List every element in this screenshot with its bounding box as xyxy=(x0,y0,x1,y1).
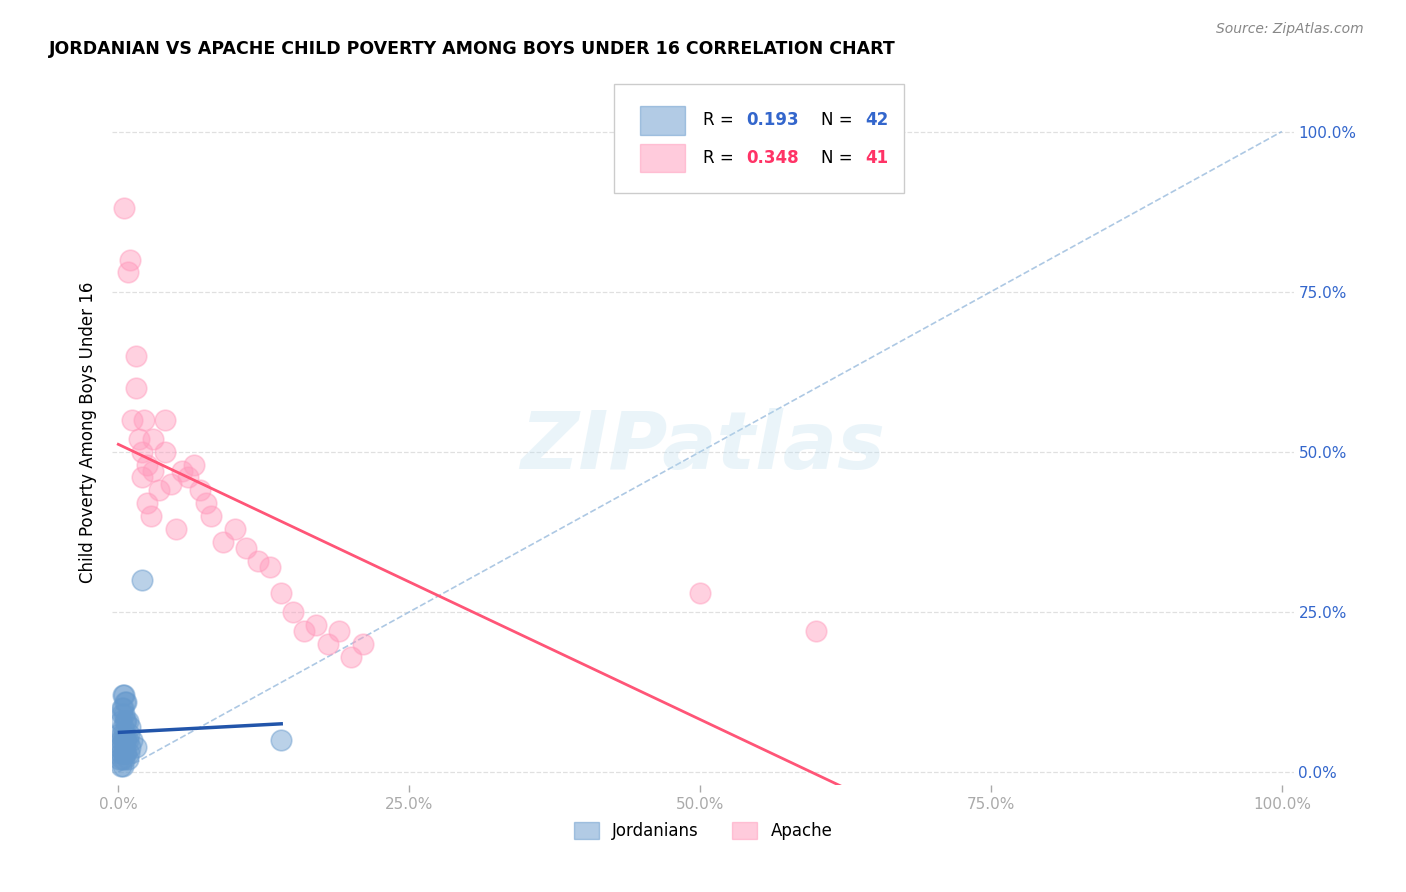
Point xyxy=(166,522,188,536)
Point xyxy=(328,624,350,639)
Point xyxy=(110,758,132,772)
Text: JORDANIAN VS APACHE CHILD POVERTY AMONG BOYS UNDER 16 CORRELATION CHART: JORDANIAN VS APACHE CHILD POVERTY AMONG … xyxy=(49,40,896,58)
Point xyxy=(118,746,141,760)
Point xyxy=(111,758,134,772)
Point xyxy=(159,476,181,491)
Text: R =: R = xyxy=(703,149,740,167)
Point xyxy=(235,541,257,555)
Text: 42: 42 xyxy=(865,112,889,129)
Point xyxy=(118,739,141,754)
Point xyxy=(114,695,136,709)
Point xyxy=(125,739,148,754)
Point xyxy=(108,752,131,766)
Point xyxy=(125,349,148,363)
Point xyxy=(108,739,131,754)
Point xyxy=(111,739,134,754)
Text: Source: ZipAtlas.com: Source: ZipAtlas.com xyxy=(1216,22,1364,37)
Point xyxy=(136,496,159,510)
Point xyxy=(136,458,159,472)
Point xyxy=(246,554,269,568)
Point xyxy=(115,714,138,728)
Point xyxy=(172,464,194,478)
Point xyxy=(112,202,135,216)
Point xyxy=(112,727,135,741)
Point xyxy=(148,483,170,498)
Point xyxy=(125,381,148,395)
Point xyxy=(212,534,235,549)
Point xyxy=(110,746,132,760)
Point xyxy=(131,445,153,459)
Point xyxy=(188,483,211,498)
FancyBboxPatch shape xyxy=(640,144,685,172)
Point xyxy=(153,445,176,459)
Point xyxy=(177,470,200,484)
Point xyxy=(121,733,143,747)
FancyBboxPatch shape xyxy=(640,106,685,135)
Point xyxy=(111,701,134,715)
Point xyxy=(114,733,136,747)
Point xyxy=(118,727,141,741)
Text: N =: N = xyxy=(821,112,858,129)
Text: R =: R = xyxy=(703,112,740,129)
Point xyxy=(118,720,141,734)
Point xyxy=(142,464,165,478)
Point xyxy=(111,733,134,747)
Text: 41: 41 xyxy=(865,149,889,167)
Point xyxy=(224,522,246,536)
Point xyxy=(131,573,153,587)
Point xyxy=(689,586,711,600)
Point xyxy=(111,707,134,722)
Point xyxy=(118,252,141,267)
Point xyxy=(114,714,136,728)
Point xyxy=(117,733,139,747)
Point xyxy=(110,733,132,747)
Text: 0.348: 0.348 xyxy=(747,149,800,167)
Text: ZIPatlas: ZIPatlas xyxy=(520,408,886,486)
Point xyxy=(115,695,138,709)
Point xyxy=(200,508,222,523)
Point xyxy=(131,470,153,484)
Point xyxy=(108,727,131,741)
Point xyxy=(117,752,139,766)
Point xyxy=(340,649,363,664)
Point xyxy=(114,746,136,760)
Point xyxy=(111,752,134,766)
Point xyxy=(117,265,139,279)
Point xyxy=(110,714,132,728)
Point xyxy=(183,458,205,472)
Point xyxy=(270,586,292,600)
Point xyxy=(270,733,292,747)
Point xyxy=(194,496,217,510)
Point xyxy=(139,508,162,523)
Point xyxy=(112,752,135,766)
Point xyxy=(112,739,135,754)
Y-axis label: Child Poverty Among Boys Under 16: Child Poverty Among Boys Under 16 xyxy=(79,282,97,583)
Point xyxy=(121,413,143,427)
Point xyxy=(111,688,134,702)
Point xyxy=(115,746,138,760)
Point xyxy=(111,701,134,715)
Point xyxy=(142,432,165,446)
Point xyxy=(316,637,339,651)
Point xyxy=(112,688,135,702)
Point xyxy=(111,746,134,760)
Point xyxy=(352,637,374,651)
Point xyxy=(111,720,134,734)
Point xyxy=(806,624,828,639)
Text: 0.193: 0.193 xyxy=(747,112,800,129)
Point xyxy=(128,432,150,446)
Text: N =: N = xyxy=(821,149,858,167)
Point xyxy=(112,707,135,722)
Legend: Jordanians, Apache: Jordanians, Apache xyxy=(567,815,839,847)
Point xyxy=(305,617,328,632)
Point xyxy=(259,560,281,574)
Point xyxy=(132,413,155,427)
Point xyxy=(294,624,316,639)
Point xyxy=(153,413,176,427)
Point xyxy=(111,727,134,741)
FancyBboxPatch shape xyxy=(614,84,904,193)
Point xyxy=(115,733,138,747)
Point xyxy=(281,605,304,619)
Point xyxy=(117,714,139,728)
